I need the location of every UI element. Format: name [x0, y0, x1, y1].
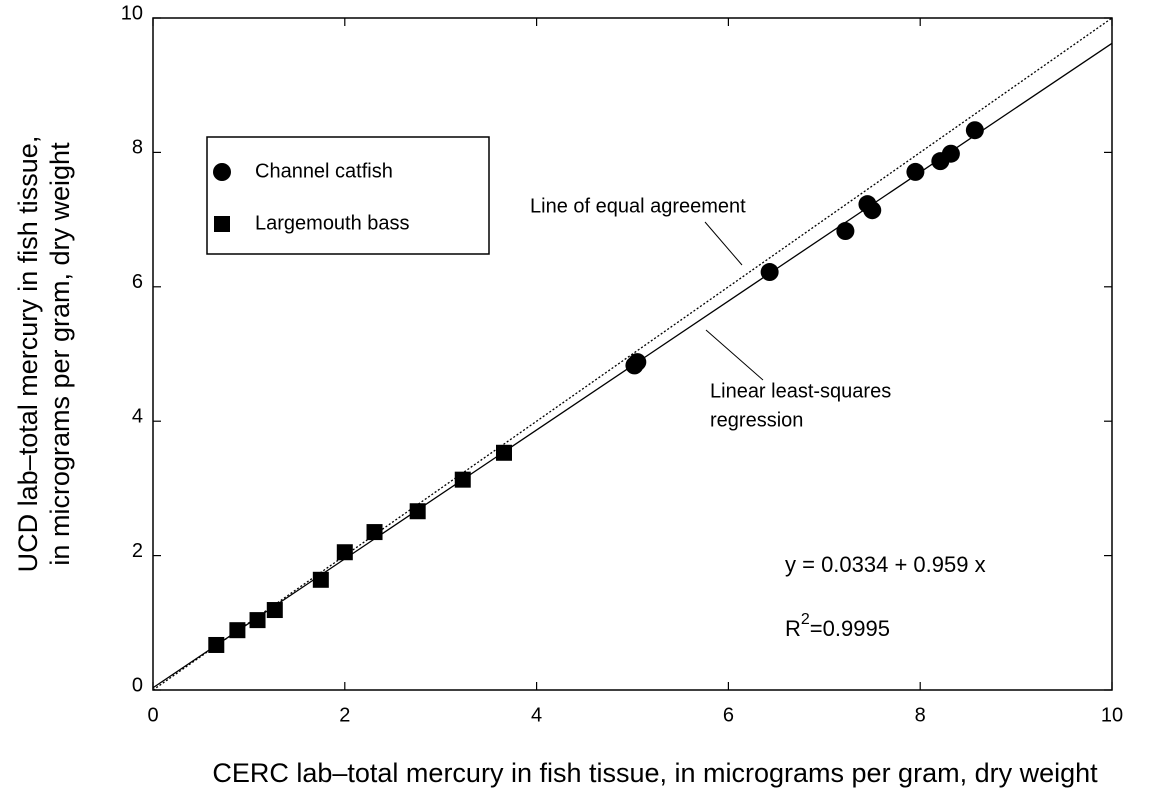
annotation: Line of equal agreement [530, 195, 746, 217]
point [336, 544, 353, 561]
point [409, 503, 426, 520]
r-sup: 2 [801, 611, 810, 628]
r-base: R [785, 616, 801, 641]
y-tick-label: 6 [132, 271, 143, 293]
y-tick-label: 0 [132, 674, 143, 696]
fit-line [153, 18, 1112, 690]
y-axis-label: UCD lab–total mercury in fish tissue, [13, 136, 43, 573]
legend-marker [213, 163, 231, 181]
leader-line [705, 329, 764, 381]
point [941, 144, 960, 163]
y-tick-label: 8 [132, 137, 143, 159]
point [266, 602, 283, 619]
y-tick-label: 4 [132, 405, 143, 427]
point [229, 622, 246, 639]
point [836, 222, 855, 241]
legend-label: Largemouth bass [255, 212, 410, 234]
x-axis-label: CERC lab–total mercury in fish tissue, i… [212, 758, 1098, 788]
x-tick-label: 10 [1101, 704, 1123, 726]
leader-line [704, 221, 743, 266]
plot-frame [152, 17, 1113, 691]
legend-label: Channel catfish [255, 160, 393, 182]
x-tick-label: 6 [723, 704, 734, 726]
y-tick-label: 10 [121, 2, 143, 24]
r-squared: R2=0.9995 [785, 611, 890, 641]
legend-box [206, 136, 490, 255]
x-tick-label: 2 [339, 704, 350, 726]
x-tick-label: 4 [531, 704, 542, 726]
point [863, 201, 882, 220]
annotation: regression [710, 409, 803, 431]
point [366, 524, 383, 541]
point [208, 636, 225, 653]
x-tick-label: 0 [147, 704, 158, 726]
equation: y = 0.0334 + 0.959 x [785, 552, 986, 577]
point [628, 353, 647, 372]
point [495, 444, 512, 461]
y-axis-label: in micrograms per gram, dry weight [45, 142, 75, 566]
point [906, 162, 925, 181]
point [965, 121, 984, 140]
plot-area [153, 18, 1112, 690]
legend-marker [214, 216, 230, 232]
point [249, 612, 266, 629]
r-rest: =0.9995 [810, 616, 890, 641]
point [312, 571, 329, 588]
point [760, 263, 779, 282]
y-tick-label: 2 [132, 540, 143, 562]
annotation: Linear least-squares [710, 380, 891, 402]
point [454, 471, 471, 488]
x-tick-label: 8 [915, 704, 926, 726]
